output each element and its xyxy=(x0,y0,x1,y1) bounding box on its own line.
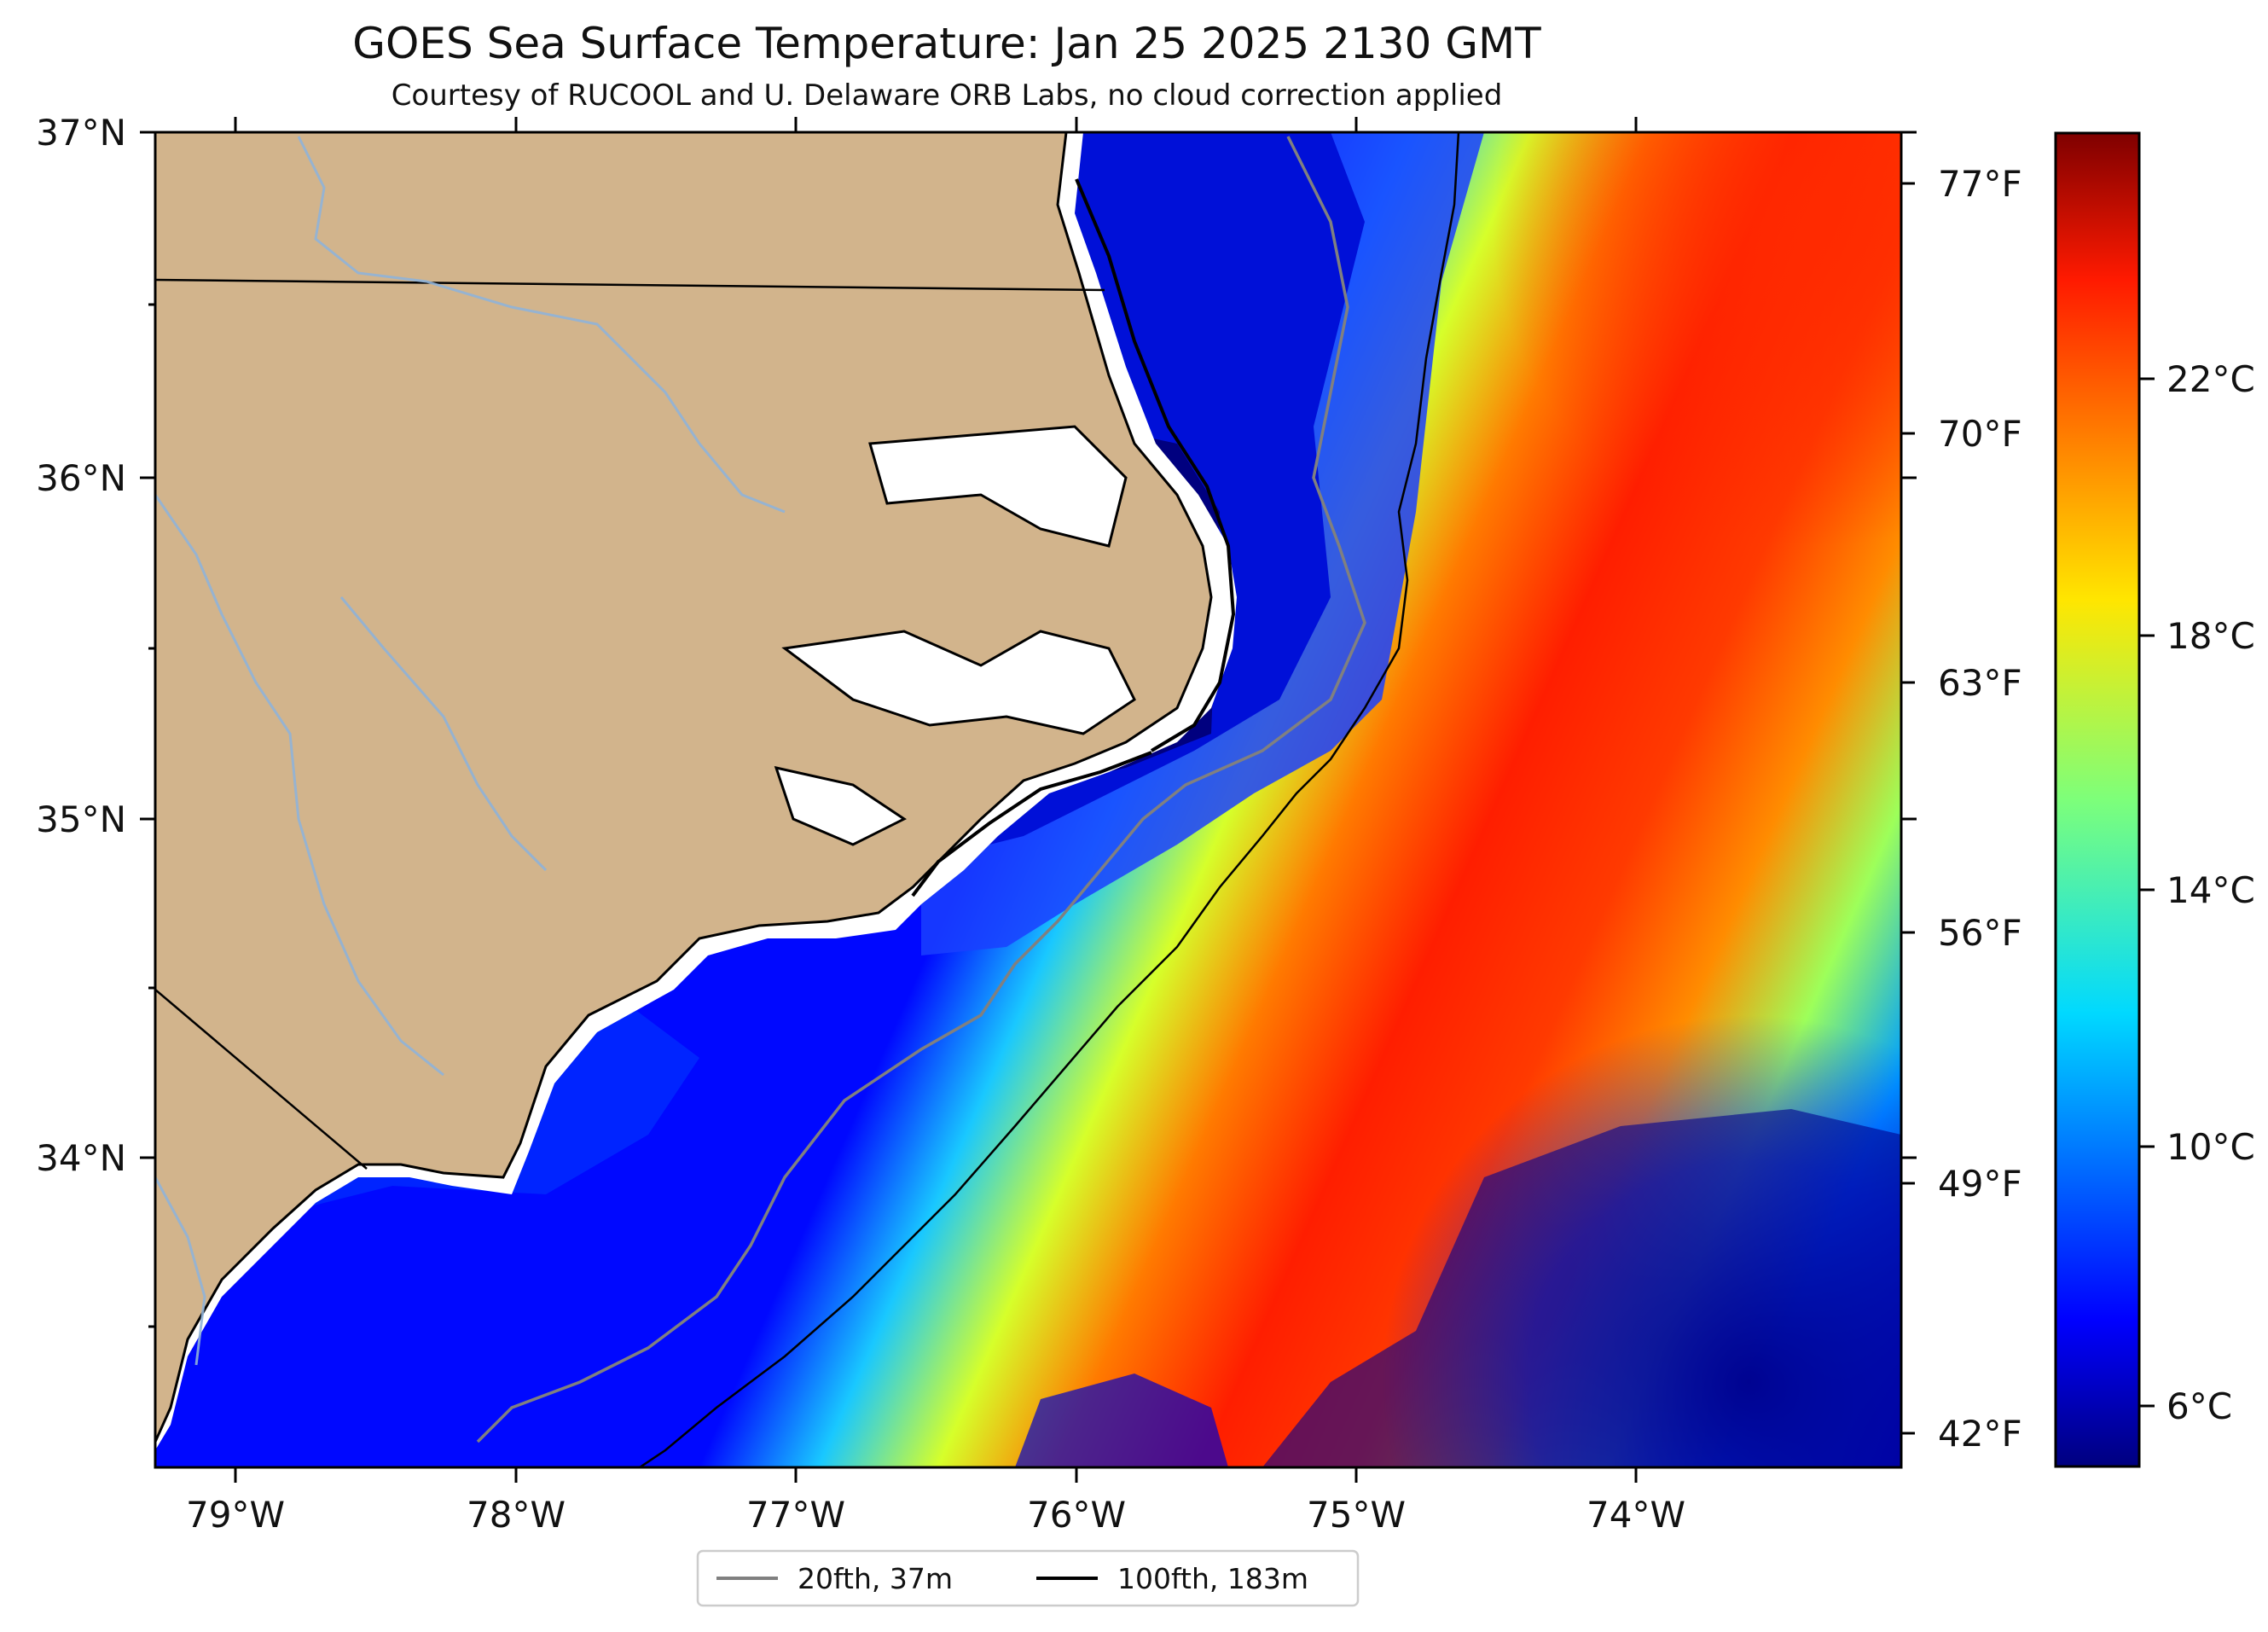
colorbar-tick-22c: 22°C xyxy=(2166,358,2255,400)
map-subtitle: Courtesy of RUCOOL and U. Delaware ORB L… xyxy=(391,78,1503,113)
colorbar-ticks xyxy=(2139,377,2155,1408)
colorbar-tick-10c: 10°C xyxy=(2166,1126,2255,1168)
isobaths xyxy=(476,132,1460,1467)
lon-tick-76: 76°W xyxy=(1027,1494,1126,1536)
fahrenheit-ticks xyxy=(1901,182,1915,1435)
f-tick-77: 77°F xyxy=(1938,163,2022,205)
lon-ticks xyxy=(234,117,1638,1483)
f-tick-49: 49°F xyxy=(1938,1163,2022,1205)
lat-ticks xyxy=(140,131,1917,1328)
f-tick-42: 42°F xyxy=(1938,1413,2022,1455)
f-tick-56: 56°F xyxy=(1938,912,2022,954)
colorbar-tick-6c: 6°C xyxy=(2166,1385,2232,1427)
land xyxy=(155,132,1237,1450)
lon-tick-79: 79°W xyxy=(186,1494,285,1536)
f-tick-70: 70°F xyxy=(1938,413,2022,455)
lat-tick-34: 34°N xyxy=(36,1137,126,1179)
legend-label-20fth: 20fth, 37m xyxy=(798,1562,953,1595)
lat-tick-35: 35°N xyxy=(36,799,126,840)
lon-tick-77: 77°W xyxy=(746,1494,845,1536)
colorbar-tick-14c: 14°C xyxy=(2166,869,2255,911)
lat-tick-37: 37°N xyxy=(36,112,126,154)
map-frame xyxy=(154,131,1903,1469)
isobath-100fth xyxy=(639,132,1460,1467)
colorbar xyxy=(2054,131,2141,1468)
map-title: GOES Sea Surface Temperature: Jan 25 202… xyxy=(352,19,1541,68)
lat-tick-36: 36°N xyxy=(36,457,126,499)
lon-tick-78: 78°W xyxy=(467,1494,566,1536)
isobath-20fth xyxy=(476,136,1366,1443)
lon-tick-75: 75°W xyxy=(1307,1494,1406,1536)
legend-label-100fth: 100fth, 183m xyxy=(1117,1562,1308,1595)
f-tick-63: 63°F xyxy=(1938,662,2022,704)
colorbar-tick-18c: 18°C xyxy=(2166,615,2255,657)
legend: 20fth, 37m 100fth, 183m xyxy=(696,1549,1360,1607)
lon-tick-74: 74°W xyxy=(1586,1494,1685,1536)
